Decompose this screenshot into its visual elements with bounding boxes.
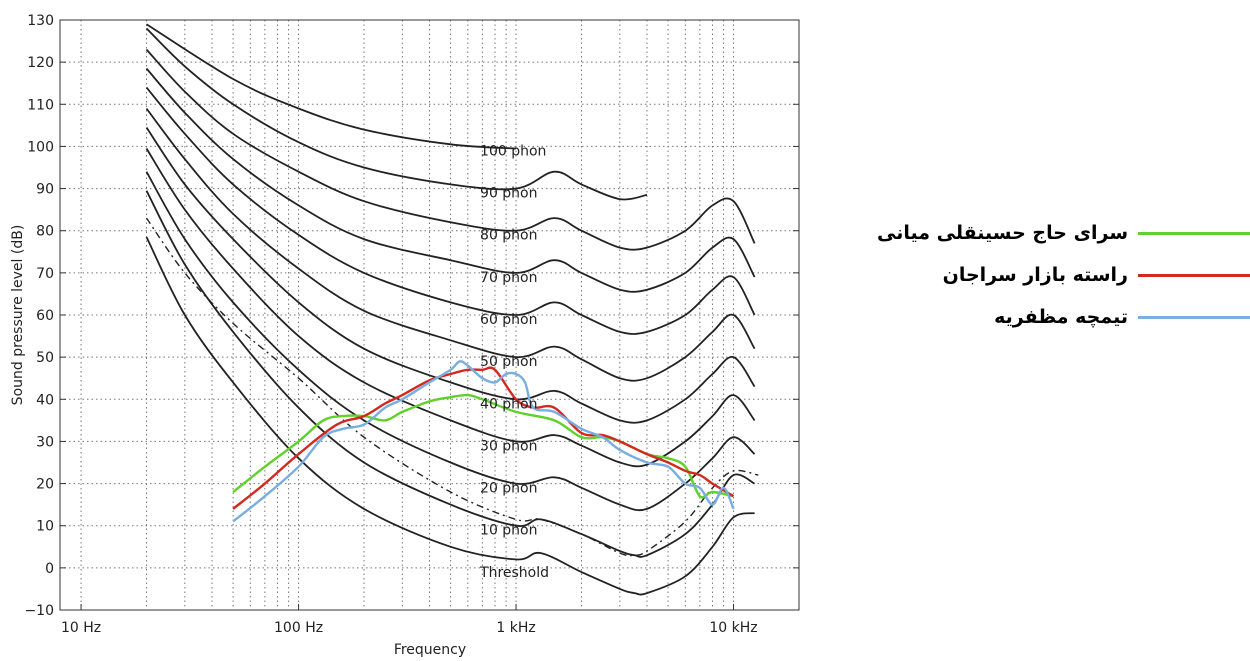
y-tick-label-9: 80 [36, 224, 54, 240]
y-tick-label-13: 120 [27, 55, 54, 71]
x-tick-label-0: 10 Hz [61, 620, 101, 636]
measurement-series [232, 360, 735, 523]
y-tick-label-1: 0 [45, 561, 54, 577]
y-tick-label-11: 100 [27, 139, 54, 155]
series-line-2 [232, 360, 735, 523]
legend-label-2: تیمچه مظفریه [994, 306, 1128, 328]
contour-label-4: 40 phon [480, 396, 537, 412]
y-tick-label-7: 60 [36, 308, 54, 324]
legend-label-1: راسته بازار سراجان [942, 264, 1128, 286]
contour-line-6 [145, 86, 756, 335]
contour-line-8 [145, 48, 756, 251]
y-tick-label-14: 130 [27, 13, 54, 29]
contour-line-9 [145, 27, 648, 201]
series-line-0 [232, 393, 734, 499]
legend-item-1: راسته بازار سراجان [820, 254, 1250, 296]
contour-label-3: 30 phon [480, 438, 537, 454]
contour-label-5: 50 phon [480, 354, 537, 370]
series-line-1 [232, 366, 735, 510]
legend-swatch-2 [1138, 315, 1250, 319]
contour-labels: Threshold 10 phon 20 phon 30 phon 40 phon 50 … [479, 143, 549, 580]
legend-swatch-1 [1138, 273, 1250, 277]
y-tick-label-8: 70 [36, 266, 54, 282]
y-axis-title: Sound pressure level (dB) [10, 225, 26, 406]
legend-item-2: تیمچه مظفریه [820, 296, 1250, 338]
y-tick-label-4: 30 [36, 434, 54, 450]
contour-line-7 [145, 67, 756, 293]
y-tick-label-10: 90 [36, 182, 54, 198]
contour-label-2: 20 phon [480, 481, 537, 497]
legend: سرای حاج حسینقلی میانی راسته بازار سراجا… [820, 212, 1250, 338]
x-tick-label-1: 100 Hz [274, 620, 323, 636]
axis-ticks: −10 0 10 20 30 40 50 60 70 80 90 100 110 120 130 10 Hz 1… [24, 13, 799, 636]
contour-label-0: Threshold [479, 565, 549, 581]
contour-label-8: 80 phon [480, 228, 537, 244]
x-tick-label-3: 10 kHz [709, 620, 757, 636]
y-tick-label-2: 10 [36, 519, 54, 535]
y-tick-label-0: −10 [24, 603, 54, 619]
y-tick-label-5: 40 [36, 392, 54, 408]
contour-line-1 [145, 190, 756, 558]
contour-line-10 [146, 23, 517, 150]
contour-line-3 [145, 148, 756, 468]
legend-item-0: سرای حاج حسینقلی میانی [820, 212, 1250, 254]
contour-line-0 [145, 236, 755, 596]
contour-line-2 [145, 171, 756, 512]
contour-line-5 [145, 107, 756, 382]
contour-label-7: 70 phon [480, 270, 537, 286]
dashed-contour-line [145, 217, 759, 557]
x-tick-label-2: 1 kHz [496, 620, 535, 636]
contour-label-10: 100 phon [480, 143, 546, 159]
legend-swatch-0 [1138, 231, 1250, 235]
legend-label-0: سرای حاج حسینقلی میانی [877, 222, 1128, 244]
x-axis-title: Frequency [394, 642, 466, 658]
contour-label-6: 60 phon [480, 312, 537, 328]
contour-label-1: 10 phon [480, 523, 537, 539]
y-tick-label-3: 20 [36, 477, 54, 493]
contour-label-9: 90 phon [480, 186, 537, 202]
phon-contours [145, 23, 759, 596]
y-tick-label-6: 50 [36, 350, 54, 366]
y-tick-label-12: 110 [27, 97, 54, 113]
contour-line-4 [145, 126, 756, 424]
